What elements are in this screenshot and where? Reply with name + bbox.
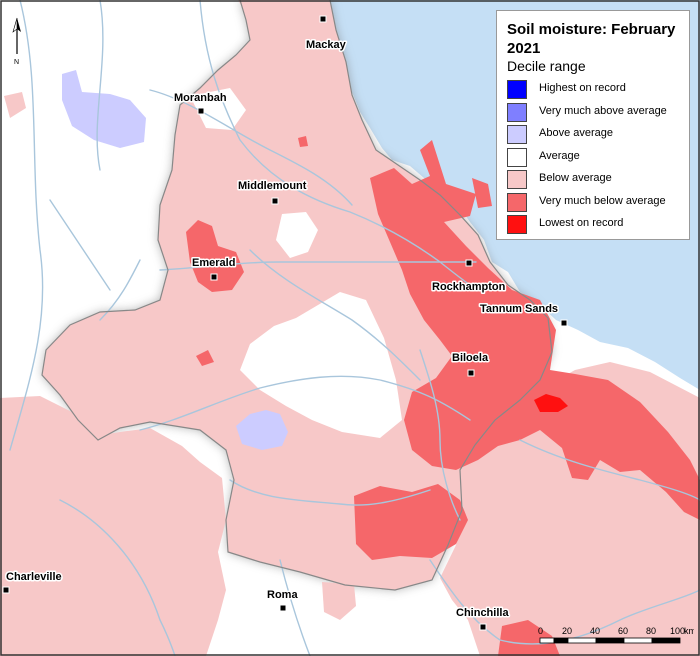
below-average-south-patch	[322, 582, 356, 620]
scale-unit: km	[684, 626, 694, 636]
scale-seg-3	[567, 637, 597, 644]
scale-bar: 0 20 40 60 80 100 km	[538, 626, 694, 644]
scale-tick-100: 100	[670, 626, 685, 636]
legend-swatch-very-much-above	[507, 103, 527, 122]
legend-label-very-much-below: Very much below average	[539, 195, 666, 207]
scale-seg-6	[651, 637, 681, 644]
town-middlemount: Middlemount	[237, 179, 308, 205]
scale-tick-0: 0	[538, 626, 543, 636]
town-label-mackay: Mackay	[306, 39, 347, 51]
scale-seg-4	[595, 637, 625, 644]
scale-seg-1	[539, 637, 555, 644]
town-label-biloela: Biloela	[452, 352, 489, 364]
north-arrow-head-left	[12, 17, 18, 33]
legend-label-above: Above average	[539, 127, 613, 139]
scale-tick-60: 60	[618, 626, 628, 636]
legend-label-below: Below average	[539, 172, 612, 184]
town-label-charleville: Charleville	[6, 571, 62, 583]
very-much-below-small-1	[196, 350, 214, 366]
town-label-roma: Roma	[267, 589, 298, 601]
legend-label-average: Average	[539, 150, 580, 162]
map-legend: Soil moisture: February 2021 Decile rang…	[496, 10, 690, 240]
scale-seg-2	[553, 637, 569, 644]
scale-tick-40: 40	[590, 626, 600, 636]
very-much-below-small-2	[298, 136, 308, 147]
town-mackay: Mackay	[305, 15, 348, 53]
town-label-middlemount: Middlemount	[238, 180, 307, 192]
below-average-west	[0, 396, 226, 656]
lowest-on-record-patch	[534, 394, 568, 412]
very-much-below-east	[370, 140, 700, 520]
north-label: N	[14, 59, 19, 66]
town-label-tannum-sands: Tannum Sands	[480, 303, 558, 315]
average-area-central	[240, 292, 402, 438]
very-much-below-northeast-patch	[472, 178, 492, 208]
below-average-small-patch	[4, 92, 26, 118]
legend-swatch-highest	[507, 80, 527, 99]
above-average-northwest	[62, 70, 146, 148]
river-network	[9, 0, 700, 656]
legend-swatch-above	[507, 125, 527, 144]
legend-label-highest: Highest on record	[539, 82, 626, 94]
town-roma: Roma	[266, 588, 300, 612]
town-label-rockhampton: Rockhampton	[432, 281, 506, 293]
catchment-boundary	[41, 0, 553, 591]
average-area-northwest	[190, 88, 246, 130]
north-arrow: N	[12, 17, 21, 66]
town-rockhampton: Rockhampton	[431, 259, 507, 295]
town-emerald: Emerald	[191, 256, 237, 281]
very-much-below-emerald	[186, 220, 244, 292]
town-charleville: Charleville	[2, 570, 63, 594]
town-tannum-sands: Tannum Sands	[479, 302, 568, 327]
legend-swatch-very-much-below	[507, 193, 527, 212]
legend-swatch-below	[507, 170, 527, 189]
scale-tick-20: 20	[562, 626, 572, 636]
town-biloela: Biloela	[451, 351, 490, 377]
town-label-chinchilla: Chinchilla	[456, 607, 509, 619]
scale-seg-5	[623, 637, 653, 644]
legend-swatch-average	[507, 148, 527, 167]
town-moranbah: Moranbah	[173, 91, 228, 115]
legend-label-lowest: Lowest on record	[539, 217, 624, 229]
legend-label-very-much-above: Very much above average	[539, 105, 667, 117]
above-average-central	[236, 410, 288, 450]
very-much-below-south-patch	[498, 620, 560, 656]
north-arrow-head	[17, 18, 21, 32]
legend-subtitle: Decile range	[507, 58, 586, 74]
town-label-moranbah: Moranbah	[174, 92, 227, 104]
legend-swatch-lowest	[507, 215, 527, 234]
town-chinchilla: Chinchilla	[455, 606, 511, 631]
average-area-north	[276, 212, 318, 258]
legend-title: Soil moisture: February 2021	[507, 21, 676, 57]
town-label-emerald: Emerald	[192, 257, 235, 269]
scale-tick-80: 80	[646, 626, 656, 636]
